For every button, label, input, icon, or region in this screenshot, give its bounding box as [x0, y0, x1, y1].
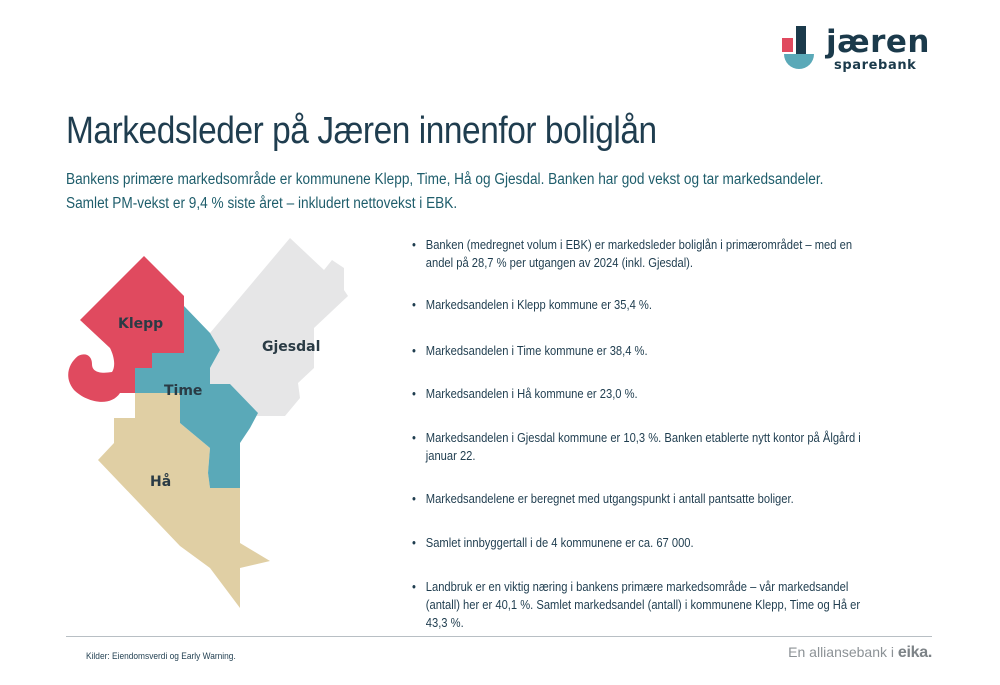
- alliance-tagline: En alliansebank i eika.: [788, 644, 932, 662]
- logo-wordmark: jæren: [826, 24, 930, 60]
- region-klepp: [68, 256, 184, 402]
- label-gjesdal: Gjesdal: [262, 339, 320, 355]
- municipality-map: Klepp Time Gjesdal Hå: [68, 238, 348, 608]
- footer-divider: [66, 636, 932, 637]
- label-klepp: Klepp: [118, 316, 163, 332]
- bullet-item: Markedsandelene er beregnet med utgangsp…: [412, 490, 873, 508]
- subtitle-line: Bankens primære markedsområde er kommune…: [66, 171, 824, 188]
- jaeren-sparebank-logo: jæren sparebank: [782, 24, 942, 76]
- bullet-item: Markedsandelen i Time kommune er 38,4 %.: [412, 342, 873, 360]
- bullet-item: Landbruk er en viktig næring i bankens p…: [412, 578, 873, 632]
- bullet-item: Markedsandelen i Hå kommune er 23,0 %.: [412, 385, 873, 403]
- page-subtitle: Bankens primære markedsområde er kommune…: [66, 168, 876, 216]
- logo-submark: sparebank: [834, 58, 917, 73]
- region-ha: [98, 393, 270, 608]
- region-gjesdal: [210, 238, 348, 444]
- jaeren-logo-mark-icon: [782, 26, 814, 69]
- bullet-item: Markedsandelen i Gjesdal kommune er 10,3…: [412, 429, 873, 465]
- eika-logo: eika.: [897, 644, 932, 661]
- bullet-item: Markedsandelen i Klepp kommune er 35,4 %…: [412, 296, 873, 314]
- page-title: Markedsleder på Jæren innenfor boliglån: [66, 110, 657, 152]
- label-time: Time: [164, 383, 202, 399]
- alliance-text: En alliansebank i: [788, 644, 895, 660]
- bullet-item: Banken (medregnet volum i EBK) er marked…: [412, 236, 873, 272]
- region-time: [135, 306, 258, 488]
- label-ha: Hå: [150, 473, 171, 490]
- bullet-item: Samlet innbyggertall i de 4 kommunene er…: [412, 534, 873, 552]
- subtitle-line: Samlet PM-vekst er 9,4 % siste året – in…: [66, 195, 458, 212]
- source-note: Kilder: Eiendomsverdi og Early Warning.: [86, 651, 236, 662]
